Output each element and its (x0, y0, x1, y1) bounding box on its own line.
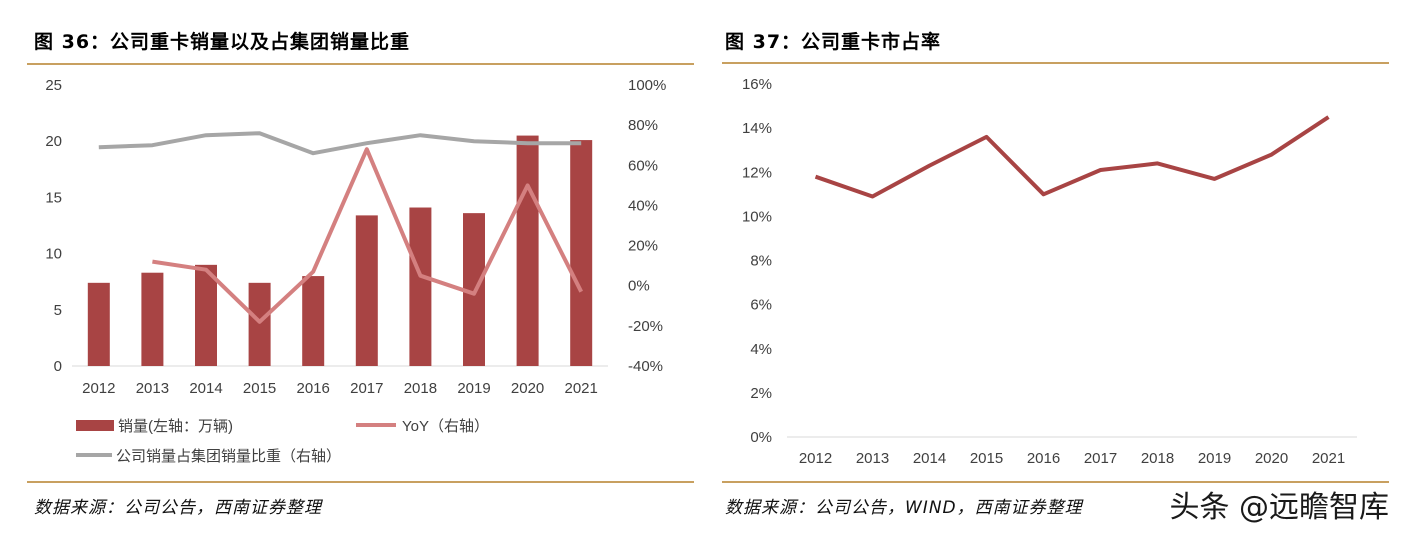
bar (516, 135, 539, 366)
x-tick: 2019 (457, 380, 490, 397)
legend-label-share: 公司销量占集团销量比重（右轴） (116, 448, 341, 465)
y-tick: 0% (750, 429, 772, 446)
y-tick: 8% (750, 253, 772, 270)
left-y-tick: 10 (45, 246, 62, 263)
bar (87, 282, 110, 366)
x-tick: 2015 (243, 380, 276, 397)
bar (409, 207, 432, 366)
x-tick: 2020 (511, 380, 544, 397)
x-tick: 2018 (404, 380, 437, 397)
bar (141, 272, 164, 366)
right-y-tick: -40% (628, 358, 663, 375)
bar (302, 276, 325, 366)
chart-title: 图 37：公司重卡市占率 (725, 31, 942, 53)
bar (248, 282, 271, 366)
legend-swatch-sales (76, 420, 114, 431)
right-y-tick: 40% (628, 197, 658, 214)
x-tick: 2013 (136, 380, 169, 397)
chart-37: 0% 2% 4% 6% 8% 10% 12% 14% 16% 2012 2013 2014 2015 20… (742, 76, 1357, 467)
right-y-tick: 0% (628, 278, 650, 295)
x-tick: 2013 (856, 450, 889, 467)
title-rule (27, 63, 694, 65)
left-y-tick: 25 (45, 77, 62, 94)
y-tick: 4% (750, 341, 772, 358)
y-tick: 16% (742, 76, 772, 93)
yoy-line (152, 147, 583, 324)
legend-label-sales: 销量(左轴：万辆) (118, 418, 233, 435)
x-tick: 2012 (799, 450, 832, 467)
x-tick: 2012 (82, 380, 115, 397)
watermark: 头条 @远瞻智库 (1169, 490, 1389, 525)
y-tick: 14% (742, 120, 772, 137)
right-y-tick: 60% (628, 157, 658, 174)
y-tick: 6% (750, 297, 772, 314)
chart-title: 图 36：公司重卡销量以及占集团销量比重 (34, 31, 411, 53)
source-note: 数据来源：公司公告，西南证券整理 (34, 498, 322, 518)
right-y-tick: 80% (628, 117, 658, 134)
bottom-rule (722, 481, 1389, 483)
x-tick: 2014 (913, 450, 946, 467)
x-tick: 2017 (350, 380, 383, 397)
y-tick: 12% (742, 164, 772, 181)
bottom-rule (27, 481, 694, 483)
x-tick: 2021 (1312, 450, 1345, 467)
source-note: 数据来源：公司公告，WIND，西南证券整理 (725, 498, 1083, 518)
left-y-tick: 0 (54, 358, 62, 375)
x-tick: 2014 (189, 380, 222, 397)
market-share-line (814, 115, 1330, 199)
x-tick: 2016 (297, 380, 330, 397)
right-figure: 图 37：公司重卡市占率 0% 2% 4% 6% 8% 10% 12% 14% 16% 2012 2… (700, 0, 1407, 534)
x-tick: 2019 (1198, 450, 1231, 467)
x-tick: 2017 (1084, 450, 1117, 467)
bar (570, 140, 593, 366)
x-tick: 2016 (1027, 450, 1060, 467)
left-y-tick: 20 (45, 133, 62, 150)
right-y-tick: 20% (628, 238, 658, 255)
x-tick: 2020 (1255, 450, 1288, 467)
title-rule (722, 62, 1389, 64)
share-line (98, 131, 582, 156)
right-y-tick: 100% (628, 77, 666, 94)
left-figure: 图 36：公司重卡销量以及占集团销量比重 0 5 10 15 20 25 -40% -20% 0… (0, 0, 700, 534)
left-y-tick: 15 (45, 189, 62, 206)
bar (355, 215, 378, 366)
x-tick: 2015 (970, 450, 1003, 467)
x-tick: 2021 (565, 380, 598, 397)
right-y-tick: -20% (628, 318, 663, 335)
bar (195, 264, 217, 366)
x-tick: 2018 (1141, 450, 1174, 467)
y-tick: 10% (742, 208, 772, 225)
chart-36: 0 5 10 15 20 25 -40% -20% 0% 20% 40% 60% 80% 100% 2012… (45, 77, 666, 465)
legend-label-yoy: YoY（右轴） (402, 418, 489, 435)
y-tick: 2% (750, 385, 772, 402)
left-y-tick: 5 (54, 302, 62, 319)
